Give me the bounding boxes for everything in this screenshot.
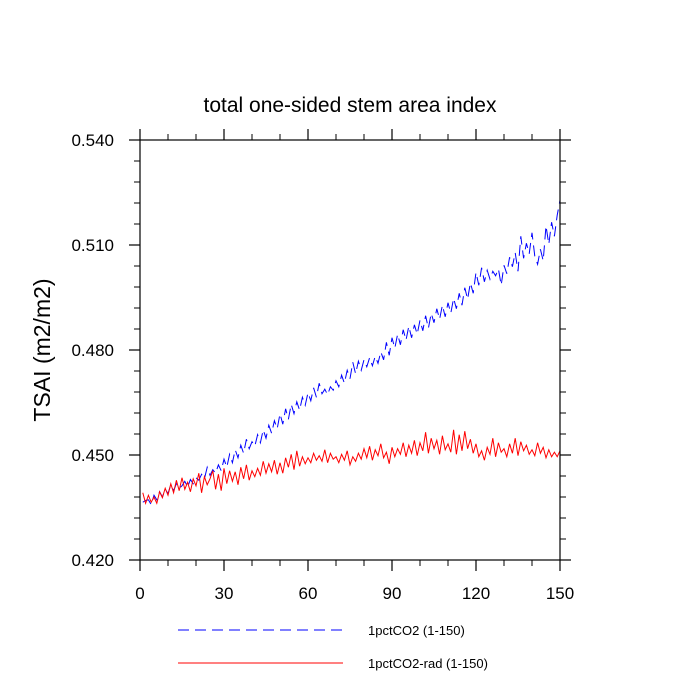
y-tick-label: 0.420 (71, 551, 114, 570)
x-tick-label: 90 (383, 584, 402, 603)
y-tick-label: 0.540 (71, 131, 114, 150)
series-line-2 (142, 429, 561, 506)
x-tick-label: 150 (546, 584, 574, 603)
x-tick-label: 60 (299, 584, 318, 603)
legend: 1pctCO2 (1-150) 1pctCO2-rad (1-150) (178, 623, 488, 671)
series-layer (142, 200, 561, 506)
y-tick-label: 0.510 (71, 236, 114, 255)
legend-label-2: 1pctCO2-rad (1-150) (368, 656, 488, 671)
chart-title: total one-sided stem area index (203, 94, 497, 117)
x-tick-label: 30 (215, 584, 234, 603)
axis-ticks: 0 30 60 90 120 150 0.420 0.450 0.480 0.510 0.540 (71, 129, 574, 603)
y-tick-label: 0.450 (71, 446, 114, 465)
x-tick-label: 120 (462, 584, 490, 603)
plot-area-frame (139, 139, 561, 561)
y-axis-label: TSAI (m2/m2) (29, 278, 55, 421)
series-line-1 (142, 200, 561, 506)
y-tick-label: 0.480 (71, 341, 114, 360)
legend-label-1: 1pctCO2 (1-150) (368, 623, 465, 638)
x-tick-label: 0 (135, 584, 144, 603)
